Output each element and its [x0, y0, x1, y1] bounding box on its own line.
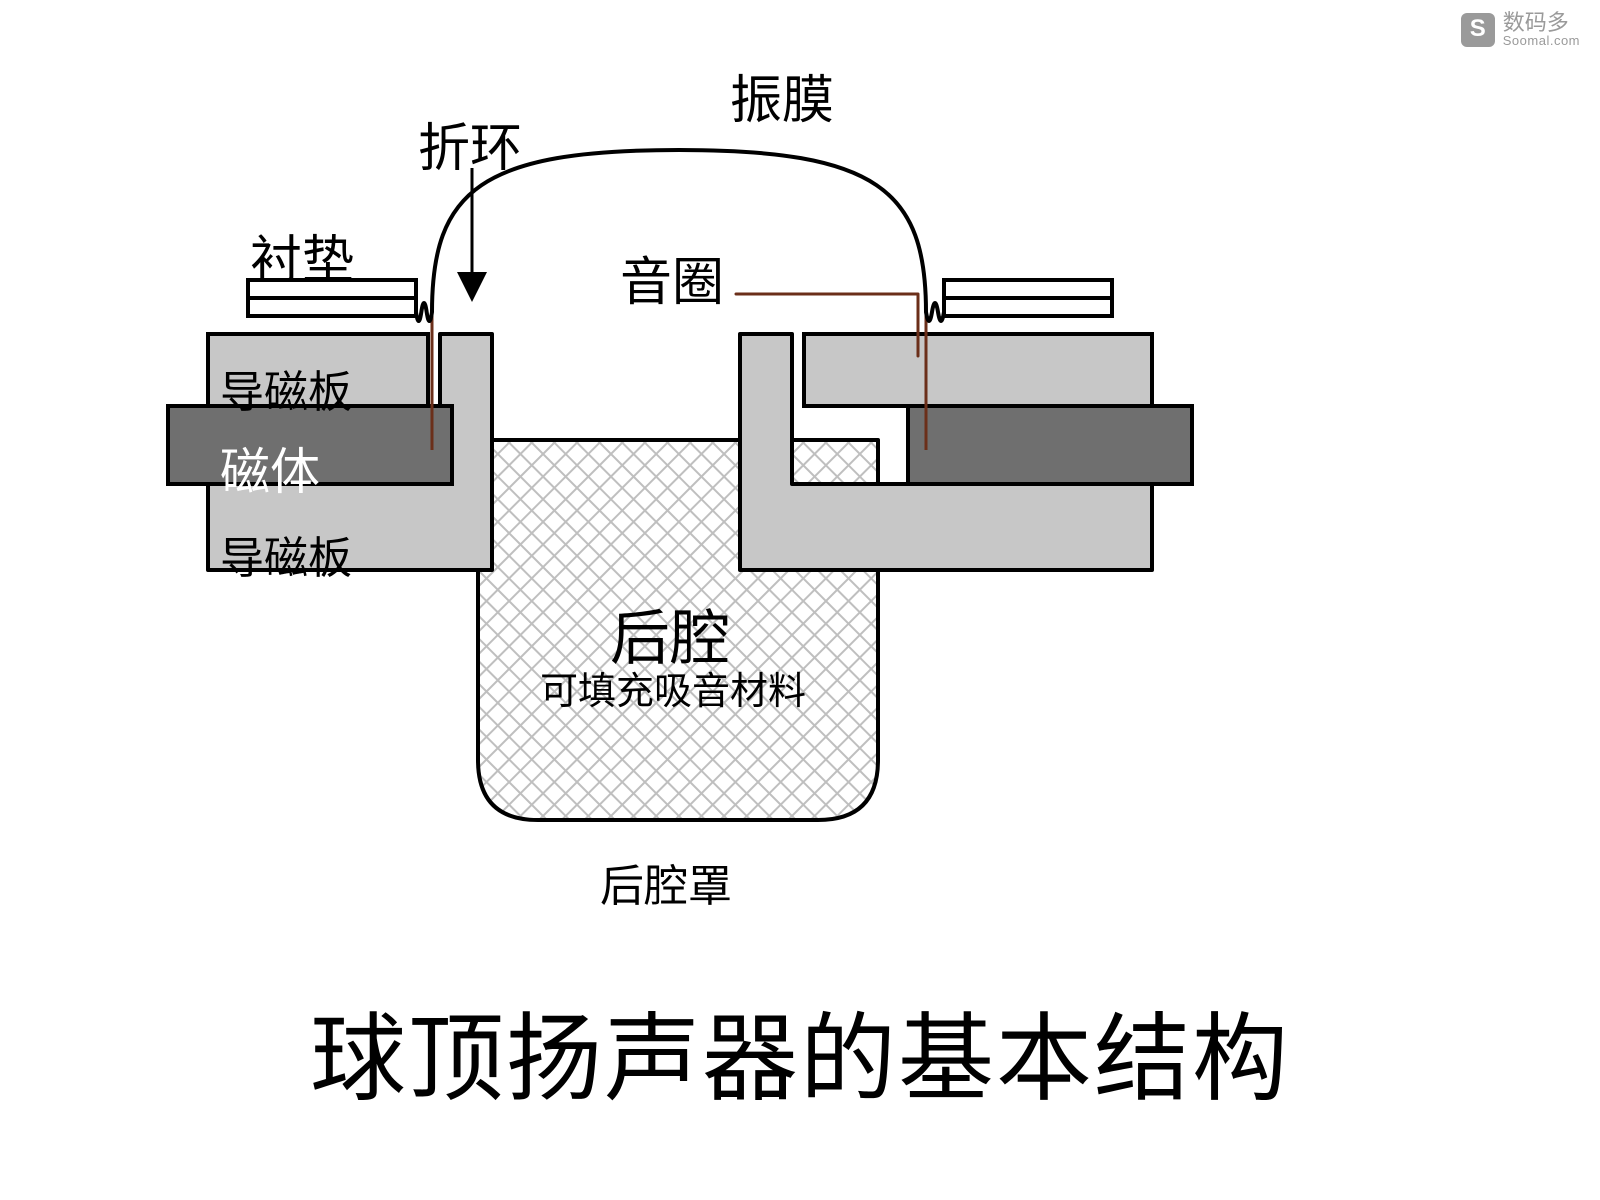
spacer-right-top	[944, 280, 1112, 298]
logo-icon	[1461, 13, 1495, 47]
label-magnet: 磁体	[220, 432, 320, 504]
label-voicecoil: 音圈	[620, 240, 724, 315]
label-bottomplate: 导磁板	[220, 522, 352, 586]
label-topplate: 导磁板	[220, 356, 352, 420]
watermark-cn: 数码多	[1503, 12, 1580, 34]
label-cavitynote: 可填充吸音材料	[540, 660, 806, 715]
magnet-right	[908, 406, 1192, 484]
label-diaphragm: 振膜	[730, 58, 834, 133]
diagram-title: 球顶扬声器的基本结构	[0, 981, 1600, 1120]
top-plate-right	[804, 334, 1152, 406]
spacer-right-bot	[944, 298, 1112, 316]
label-spacer: 衬垫	[250, 218, 354, 293]
watermark-en: Soomal.com	[1503, 34, 1580, 47]
label-cover: 后腔罩	[600, 850, 732, 914]
spacer-left-bot	[248, 298, 416, 316]
watermark: 数码多 Soomal.com	[1461, 12, 1580, 47]
label-surround: 折环	[418, 106, 522, 181]
